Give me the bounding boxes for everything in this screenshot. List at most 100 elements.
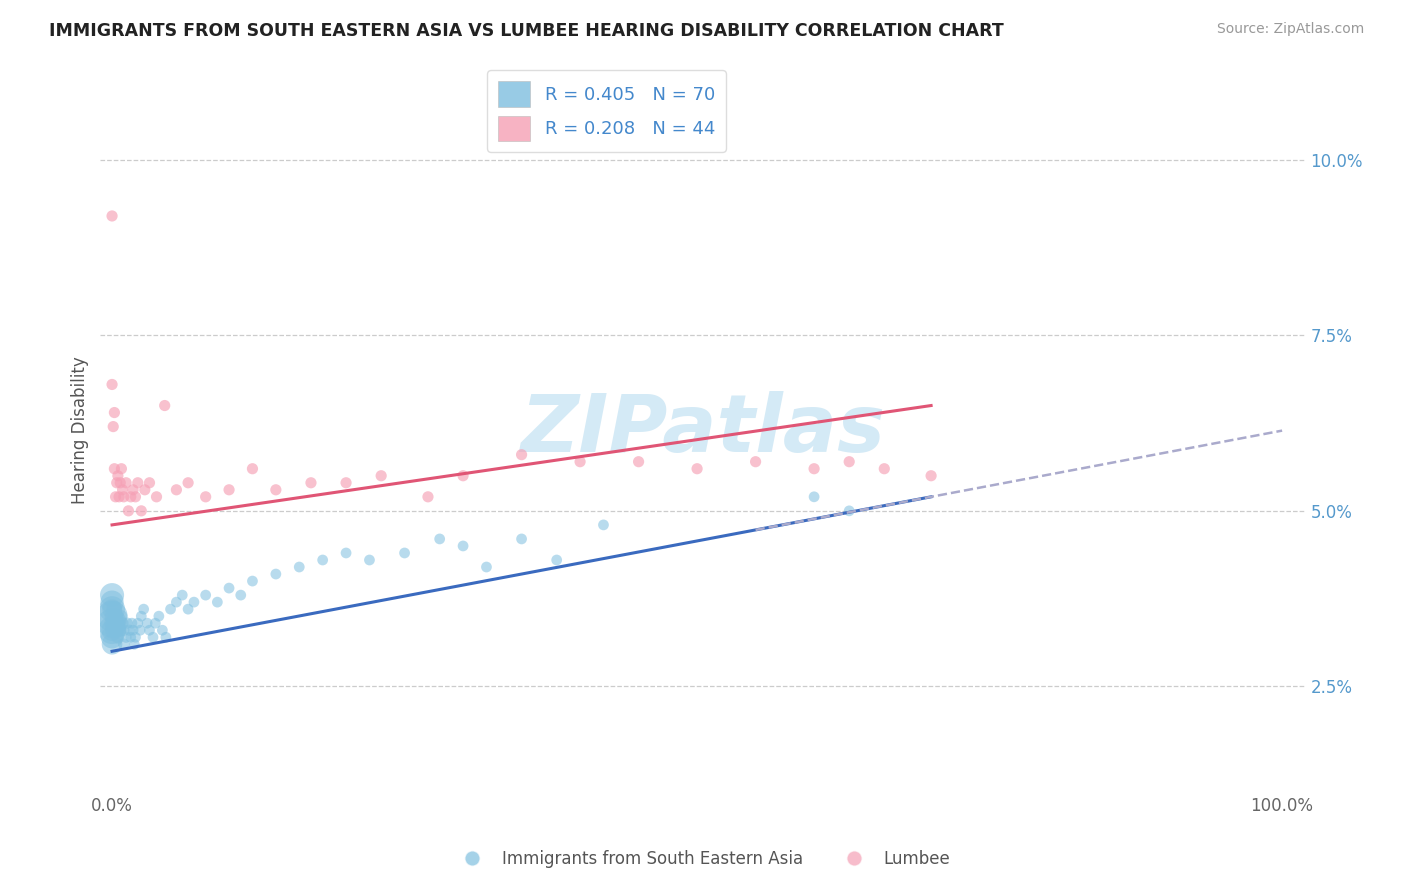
Point	[103, 609, 125, 624]
Point	[838, 504, 860, 518]
Point	[148, 609, 170, 624]
Point	[101, 624, 124, 638]
Point	[242, 574, 264, 588]
Point	[107, 624, 129, 638]
Point	[194, 490, 217, 504]
Point	[132, 602, 155, 616]
Text: ZIPatlas: ZIPatlas	[520, 391, 886, 469]
Point	[510, 448, 533, 462]
Point	[218, 483, 240, 497]
Point	[101, 377, 124, 392]
Text: Source: ZipAtlas.com: Source: ZipAtlas.com	[1216, 22, 1364, 37]
Point	[177, 475, 200, 490]
Point	[138, 624, 160, 638]
Point	[107, 468, 129, 483]
Point	[101, 609, 124, 624]
Point	[117, 616, 139, 631]
Point	[111, 483, 134, 497]
Point	[112, 490, 135, 504]
Point	[803, 490, 825, 504]
Point	[101, 595, 124, 609]
Point	[101, 602, 124, 616]
Y-axis label: Hearing Disability: Hearing Disability	[72, 356, 89, 504]
Point	[359, 553, 381, 567]
Point	[873, 461, 896, 475]
Point	[103, 406, 125, 420]
Point	[429, 532, 451, 546]
Point	[311, 553, 333, 567]
Point	[122, 624, 145, 638]
Point	[131, 504, 153, 518]
Point	[101, 624, 124, 638]
Point	[627, 455, 650, 469]
Point	[172, 588, 194, 602]
Point	[103, 616, 125, 631]
Point	[118, 624, 141, 638]
Point	[183, 595, 205, 609]
Point	[124, 490, 146, 504]
Point	[136, 616, 159, 631]
Point	[115, 630, 138, 644]
Point	[101, 588, 124, 602]
Point	[335, 475, 357, 490]
Point	[112, 624, 135, 638]
Point	[264, 483, 287, 497]
Point	[117, 504, 139, 518]
Point	[110, 461, 132, 475]
Point	[744, 455, 766, 469]
Point	[153, 399, 176, 413]
Point	[159, 602, 181, 616]
Point	[264, 567, 287, 582]
Point	[115, 475, 138, 490]
Point	[177, 602, 200, 616]
Point	[510, 532, 533, 546]
Point	[127, 475, 149, 490]
Point	[104, 490, 127, 504]
Point	[112, 637, 135, 651]
Point	[105, 616, 128, 631]
Point	[838, 455, 860, 469]
Point	[124, 630, 146, 644]
Point	[103, 624, 125, 638]
Point	[101, 602, 124, 616]
Point	[207, 595, 229, 609]
Point	[155, 630, 177, 644]
Point	[143, 616, 166, 631]
Point	[451, 468, 474, 483]
Point	[592, 517, 614, 532]
Point	[127, 616, 149, 631]
Point	[124, 637, 146, 651]
Point	[110, 475, 132, 490]
Point	[103, 419, 125, 434]
Point	[150, 624, 173, 638]
Point	[920, 468, 942, 483]
Point	[129, 624, 152, 638]
Point	[288, 560, 311, 574]
Point	[122, 483, 145, 497]
Point	[110, 624, 132, 638]
Point	[194, 588, 217, 602]
Point	[108, 490, 131, 504]
Legend: R = 0.405   N = 70, R = 0.208   N = 44: R = 0.405 N = 70, R = 0.208 N = 44	[486, 70, 725, 153]
Point	[686, 461, 709, 475]
Point	[105, 475, 128, 490]
Point	[138, 475, 160, 490]
Point	[120, 630, 142, 644]
Point	[165, 483, 187, 497]
Point	[110, 609, 132, 624]
Point	[165, 595, 187, 609]
Point	[111, 616, 134, 631]
Point	[104, 624, 127, 638]
Point	[394, 546, 416, 560]
Point	[569, 455, 592, 469]
Legend: Immigrants from South Eastern Asia, Lumbee: Immigrants from South Eastern Asia, Lumb…	[449, 844, 957, 875]
Point	[145, 490, 167, 504]
Point	[546, 553, 568, 567]
Point	[120, 490, 142, 504]
Point	[103, 461, 125, 475]
Point	[451, 539, 474, 553]
Point	[134, 483, 156, 497]
Point	[803, 461, 825, 475]
Point	[475, 560, 498, 574]
Point	[101, 616, 124, 631]
